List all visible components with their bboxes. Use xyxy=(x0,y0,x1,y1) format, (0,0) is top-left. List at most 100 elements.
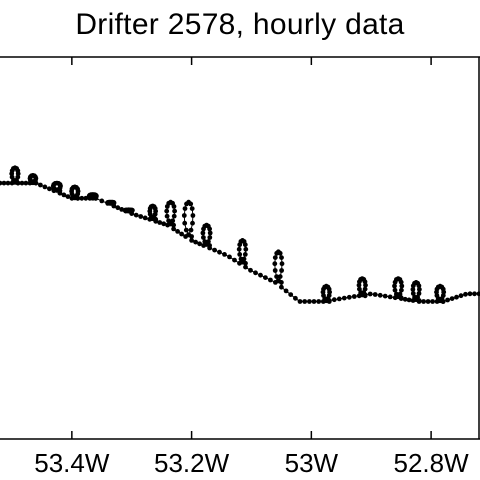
hourly-data-point xyxy=(253,270,258,276)
hourly-data-point xyxy=(201,235,206,240)
hourly-data-point xyxy=(336,296,342,302)
hourly-data-point xyxy=(467,291,473,297)
hourly-data-point xyxy=(356,282,362,288)
hourly-data-point xyxy=(42,184,48,190)
hourly-data-point xyxy=(171,226,177,232)
hourly-data-point xyxy=(171,213,177,219)
hourly-data-point xyxy=(1,180,7,186)
hourly-data-point xyxy=(138,214,144,219)
hourly-data-point xyxy=(430,299,435,304)
hourly-data-point xyxy=(399,283,405,289)
hourly-data-point xyxy=(190,213,196,218)
x-tick-label: 53.4W xyxy=(34,448,110,478)
hourly-data-point xyxy=(207,235,213,240)
hourly-data-point xyxy=(372,292,378,297)
hourly-data-point xyxy=(182,206,188,212)
hourly-data-point xyxy=(61,192,67,198)
hourly-data-point xyxy=(133,212,139,218)
hourly-data-point xyxy=(279,284,284,290)
hourly-data-point xyxy=(472,291,477,297)
hourly-data-point xyxy=(279,280,284,285)
hourly-data-point xyxy=(302,299,308,304)
hourly-data-point xyxy=(406,297,412,303)
hourly-data-point xyxy=(129,211,135,217)
hourly-data-point xyxy=(410,287,416,292)
hourly-data-point xyxy=(23,180,29,186)
hourly-data-point xyxy=(449,296,455,301)
hourly-data-point xyxy=(115,205,121,211)
hourly-data-point xyxy=(410,291,416,296)
hourly-data-point xyxy=(311,299,317,304)
hourly-data-point xyxy=(258,272,263,278)
hourly-data-point xyxy=(421,299,426,304)
hourly-data-point xyxy=(387,294,393,300)
hourly-data-point xyxy=(161,221,167,227)
hourly-data-point xyxy=(399,287,404,293)
hourly-data-point xyxy=(237,242,243,248)
hourly-data-point xyxy=(476,291,480,297)
hourly-data-point xyxy=(237,252,243,257)
hourly-data-point xyxy=(184,201,189,207)
hourly-data-point xyxy=(75,195,81,201)
hourly-data-point xyxy=(15,180,21,186)
hourly-data-point xyxy=(243,246,249,252)
chart-title: Drifter 2578, hourly data xyxy=(75,8,405,41)
hourly-data-point xyxy=(222,252,227,257)
hourly-data-point xyxy=(297,299,303,304)
hourly-data-point xyxy=(445,297,450,303)
hourly-data-point xyxy=(243,264,248,270)
hourly-data-point xyxy=(440,299,446,304)
drifter-points xyxy=(0,165,480,304)
hourly-data-point xyxy=(277,274,283,279)
hourly-data-point xyxy=(351,294,357,299)
hourly-data-point xyxy=(283,288,289,294)
hourly-data-point xyxy=(164,208,170,214)
hourly-data-point xyxy=(402,296,408,302)
hourly-data-point xyxy=(172,208,178,214)
hourly-data-point xyxy=(179,231,185,237)
hourly-data-point xyxy=(207,245,213,251)
hourly-data-point xyxy=(416,299,422,304)
hourly-data-point xyxy=(274,250,280,256)
hourly-data-point xyxy=(331,297,337,303)
hourly-data-point xyxy=(38,182,43,188)
hourly-data-point xyxy=(458,293,464,299)
hourly-data-point xyxy=(463,291,468,297)
hourly-data-point xyxy=(243,260,248,266)
hourly-data-point xyxy=(316,299,322,304)
hourly-data-point xyxy=(79,195,85,201)
hourly-data-point xyxy=(93,195,99,201)
hourly-data-point xyxy=(175,229,181,234)
hourly-data-point xyxy=(142,215,148,221)
hourly-data-point xyxy=(200,230,206,236)
hourly-data-point xyxy=(99,198,105,204)
hourly-data-point xyxy=(279,261,285,267)
hourly-data-point xyxy=(190,220,195,226)
hourly-data-point xyxy=(164,213,170,219)
hourly-data-point xyxy=(248,267,253,273)
hourly-data-point xyxy=(341,295,347,301)
hourly-data-point xyxy=(346,294,352,300)
hourly-data-point xyxy=(398,296,404,301)
hourly-data-point xyxy=(382,293,388,299)
hourly-data-point xyxy=(425,299,431,304)
x-tick-label: 53.2W xyxy=(154,448,230,478)
hourly-data-point xyxy=(279,255,284,260)
hourly-data-point xyxy=(0,180,3,186)
hourly-data-point xyxy=(232,257,237,263)
plot-axes xyxy=(0,56,480,440)
hourly-data-point xyxy=(181,213,187,218)
x-tick-label: 53W xyxy=(285,448,339,478)
hourly-data-point xyxy=(263,275,268,280)
hourly-data-point xyxy=(33,180,39,186)
hourly-data-point xyxy=(392,287,398,293)
hourly-data-point xyxy=(367,291,373,297)
hourly-data-point xyxy=(188,227,194,233)
hourly-data-point xyxy=(83,195,89,201)
hourly-data-point xyxy=(189,234,195,239)
x-axis-ticks: 53.4W 53.2W 53W 52.8W xyxy=(34,57,469,478)
hourly-data-point xyxy=(189,206,195,212)
hourly-data-point xyxy=(65,194,71,200)
hourly-data-point xyxy=(212,247,218,253)
hourly-data-point xyxy=(153,218,159,224)
